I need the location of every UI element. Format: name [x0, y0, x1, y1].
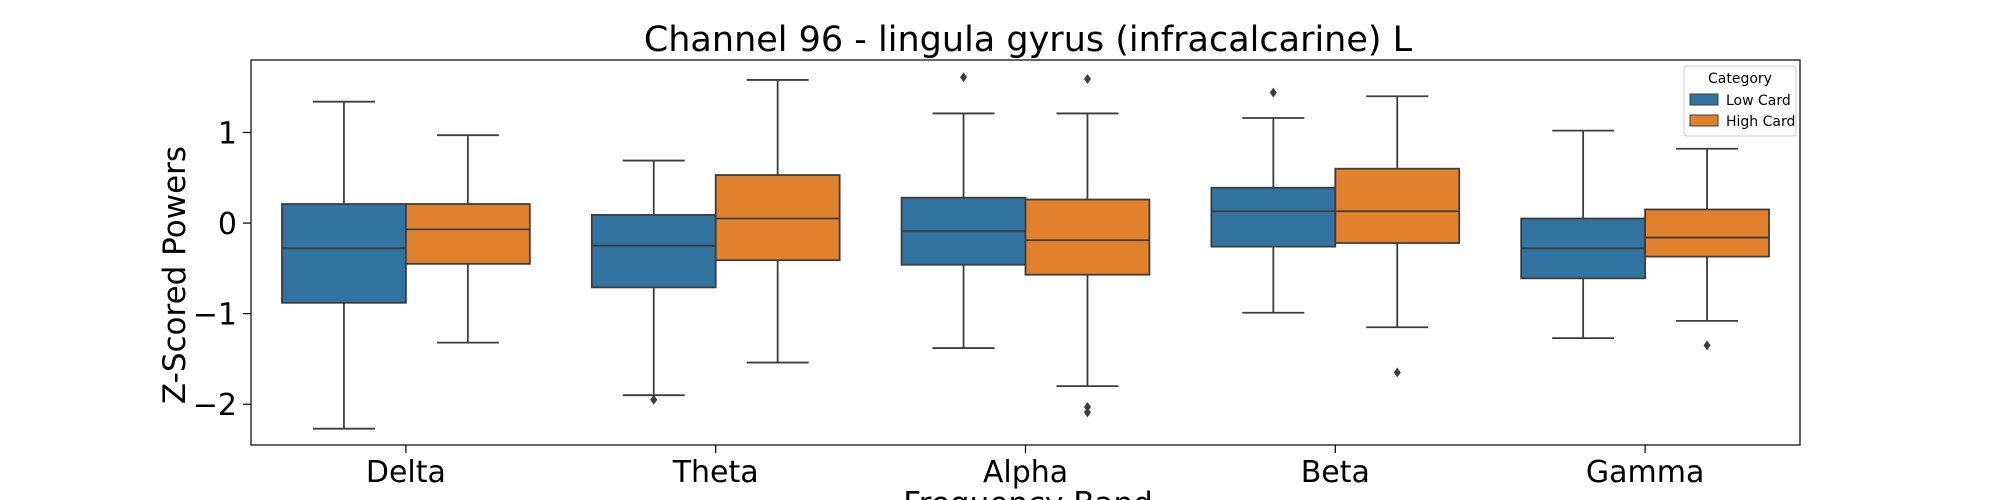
box-high-card-gamma [1644, 147, 1770, 351]
box-iqr [404, 203, 531, 265]
plot-area [281, 72, 1770, 430]
outlier-point [960, 72, 968, 83]
box-high-card-beta [1334, 95, 1461, 378]
x-axis-label: Frequency Band [903, 486, 1153, 500]
legend-label: Low Card [1726, 93, 1791, 109]
y-axis: −2 −1 0 1 [193, 116, 251, 423]
box-high-card-theta [714, 79, 841, 364]
box-iqr [1644, 208, 1770, 258]
y-axis-label: Z-Scored Powers [157, 146, 193, 404]
chart-title: Channel 96 - lingula gyrus (infracalcari… [644, 20, 1413, 60]
outlier-point [1083, 401, 1091, 412]
legend: Category Low Card High Card [1683, 65, 1797, 137]
legend-swatch [1689, 93, 1719, 106]
outlier-point [1703, 340, 1711, 351]
box-iqr [281, 203, 407, 304]
box-low-card-delta [281, 100, 407, 430]
legend-label: High Card [1726, 114, 1795, 130]
outlier-point [1393, 367, 1401, 378]
box-low-card-theta [590, 159, 717, 405]
x-tick-label: Theta [672, 455, 759, 490]
x-axis: Delta Theta Alpha Beta Gamma [366, 445, 1704, 490]
box-iqr [1334, 167, 1461, 244]
outlier-point [1083, 74, 1091, 85]
y-tick-label: −1 [193, 298, 237, 333]
box-low-card-alpha [900, 72, 1027, 349]
x-tick-label: Gamma [1586, 455, 1704, 490]
box-low-card-beta [1210, 87, 1337, 314]
box-iqr [714, 174, 841, 262]
x-tick-label: Alpha [983, 455, 1068, 490]
box-high-card-delta [404, 134, 531, 344]
box-iqr [1210, 186, 1337, 248]
legend-title: Category [1708, 71, 1772, 87]
box-iqr [590, 214, 717, 289]
x-tick-label: Delta [366, 455, 446, 490]
y-tick-label: 1 [218, 116, 237, 151]
y-tick-label: −2 [193, 388, 237, 423]
outlier-point [1269, 87, 1277, 98]
box-low-card-gamma [1520, 129, 1647, 340]
y-tick-label: 0 [218, 207, 237, 242]
box-high-card-alpha [1024, 74, 1151, 418]
outlier-point [1083, 407, 1091, 418]
box-iqr [1024, 198, 1151, 276]
legend-swatch [1689, 114, 1719, 127]
outlier-point [650, 394, 658, 405]
x-tick-label: Beta [1301, 455, 1370, 490]
